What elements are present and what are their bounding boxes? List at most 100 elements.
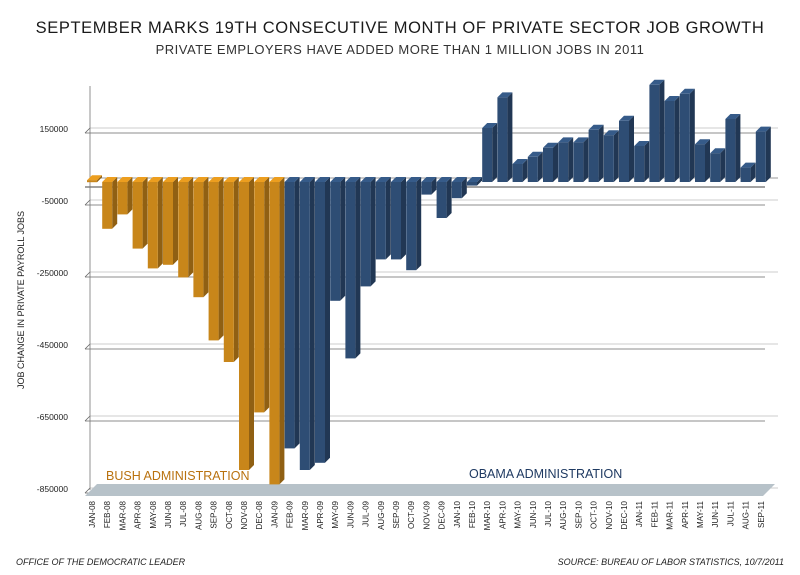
- bar-top: [543, 142, 558, 148]
- bar-top: [710, 148, 726, 154]
- x-tick-label: OCT-10: [590, 500, 599, 529]
- bar-top: [269, 177, 285, 182]
- bar-front: [208, 182, 219, 341]
- bar: [299, 177, 315, 470]
- bar-side: [537, 151, 543, 182]
- bar-side: [188, 177, 194, 278]
- bar-top: [527, 151, 543, 157]
- bar-side: [370, 177, 376, 287]
- bar-side: [309, 177, 315, 470]
- bar-side: [598, 124, 604, 182]
- bar-top: [132, 177, 148, 182]
- bar: [588, 124, 604, 182]
- bar-top: [679, 88, 695, 94]
- x-tick-label: DEC-09: [438, 500, 447, 529]
- bar: [467, 177, 482, 186]
- x-tick-label: AUG-09: [377, 500, 386, 529]
- bar-top: [102, 177, 118, 182]
- bar-side: [689, 88, 695, 182]
- bush-administration-label: BUSH ADMINISTRATION: [106, 469, 250, 483]
- bar-top: [330, 177, 346, 182]
- bar-side: [765, 126, 771, 182]
- bar-front: [467, 182, 477, 186]
- bar-front: [573, 142, 584, 182]
- bar-side: [507, 92, 513, 182]
- bar-top: [147, 177, 163, 182]
- x-tick-label: JUL-10: [544, 500, 553, 526]
- bar-top: [254, 177, 270, 182]
- x-tick-label: APR-11: [681, 500, 690, 528]
- bar-front: [345, 182, 356, 359]
- bar-top: [406, 177, 422, 182]
- x-tick-label: AUG-08: [194, 500, 203, 529]
- chart-title: SEPTEMBER MARKS 19TH CONSECUTIVE MONTH O…: [35, 19, 765, 37]
- bar-side: [218, 177, 224, 341]
- bar-front: [269, 182, 280, 485]
- x-tick-label: MAY-11: [696, 500, 705, 528]
- bar-front: [603, 135, 614, 182]
- bar: [239, 177, 254, 470]
- bar-front: [497, 97, 508, 182]
- x-tick-label: SEP-10: [574, 500, 583, 528]
- bar: [315, 177, 330, 463]
- bar-side: [355, 177, 361, 359]
- bar-side: [385, 177, 391, 260]
- x-tick-label: JAN-11: [635, 500, 644, 527]
- bar: [619, 115, 634, 182]
- x-tick-label: MAR-11: [666, 500, 675, 529]
- bar-side: [249, 177, 254, 470]
- x-tick-label: MAR-10: [483, 500, 492, 530]
- bar: [284, 177, 300, 449]
- bar: [254, 177, 270, 413]
- bar-side: [401, 177, 406, 260]
- bar: [482, 123, 498, 182]
- gridline-depth: [84, 271, 91, 278]
- x-tick-label: SEP-08: [210, 500, 219, 528]
- bar-front: [755, 131, 766, 182]
- x-tick-label: JUN-11: [711, 500, 720, 527]
- bar: [406, 177, 422, 271]
- bar-side: [674, 96, 680, 182]
- bar: [208, 177, 224, 341]
- gridline-depth: [84, 343, 91, 350]
- bar: [147, 177, 163, 269]
- bar-front: [634, 146, 645, 182]
- bar-side: [705, 139, 710, 182]
- footer-source: SOURCE: BUREAU OF LABOR STATISTICS, 10/7…: [557, 557, 784, 567]
- bar-side: [340, 177, 346, 301]
- bar-front: [299, 182, 310, 470]
- bar-top: [588, 124, 604, 130]
- bar-top: [634, 141, 650, 146]
- bar-side: [173, 177, 178, 265]
- bar-top: [497, 92, 513, 98]
- bar: [755, 126, 771, 182]
- bar-front: [315, 182, 325, 463]
- gridline-depth: [84, 487, 91, 494]
- x-tick-label: DEC-08: [255, 500, 264, 529]
- bar: [695, 139, 710, 182]
- y-tick-label: -650000: [37, 412, 68, 422]
- bar-top: [391, 177, 406, 182]
- bar-side: [233, 177, 239, 362]
- bar-side: [613, 130, 619, 182]
- bar-front: [87, 180, 97, 183]
- bar: [710, 148, 726, 182]
- bar: [360, 177, 376, 287]
- x-tick-label: JAN-08: [88, 500, 97, 527]
- bar-top: [619, 115, 634, 121]
- x-tick-label: JAN-10: [453, 500, 462, 527]
- bar-top: [421, 177, 437, 182]
- bar-front: [223, 182, 234, 362]
- x-tick-label: MAR-09: [301, 500, 310, 530]
- gridline-depth: [84, 199, 91, 206]
- bar-front: [451, 182, 462, 199]
- bar-front: [588, 129, 599, 182]
- y-tick-label: -250000: [37, 268, 68, 278]
- bar-side: [750, 162, 756, 182]
- bar-side: [446, 177, 452, 218]
- bar-front: [239, 182, 249, 470]
- bar: [512, 159, 528, 182]
- bar: [527, 151, 543, 182]
- bar-side: [112, 177, 118, 229]
